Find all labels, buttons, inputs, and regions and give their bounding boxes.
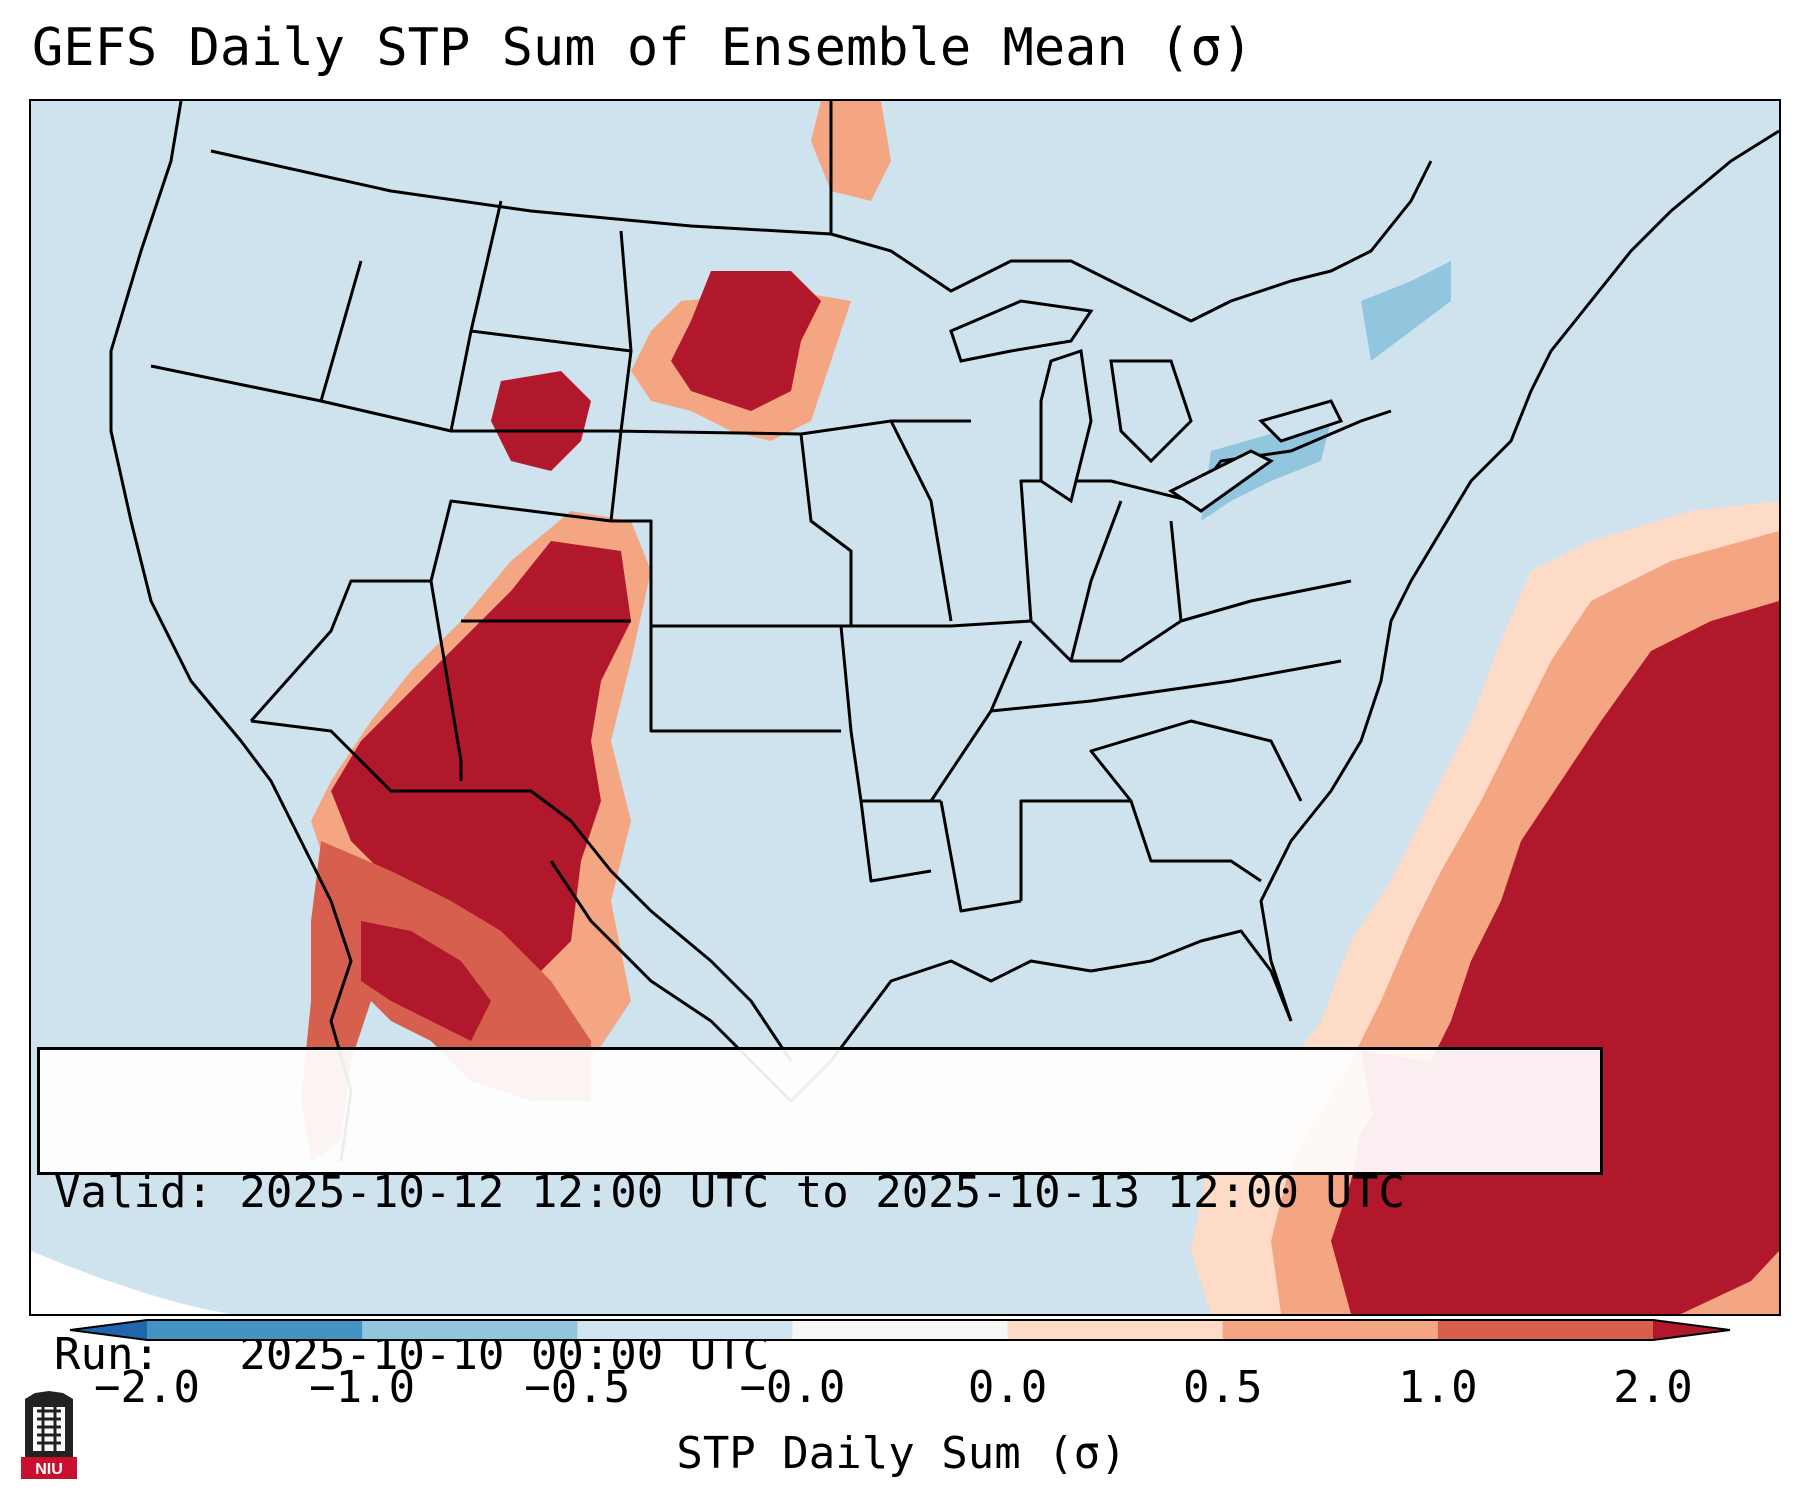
colorbar-label: STP Daily Sum (σ) xyxy=(676,1428,1127,1479)
valid-run-box: Valid: 2025-10-12 12:00 UTC to 2025-10-1… xyxy=(37,1047,1603,1380)
colorbar-tick-label: −0.0 xyxy=(739,1362,846,1413)
valid-time-text: Valid: 2025-10-12 12:00 UTC to 2025-10-1… xyxy=(54,1167,1406,1218)
colorbar xyxy=(70,1319,1730,1341)
colorbar-bin xyxy=(147,1320,363,1340)
region-greatlakes-negative xyxy=(1201,421,1331,521)
colorbar-outline xyxy=(70,1319,1730,1341)
us-canada-border xyxy=(210,101,833,236)
colorbar-tick-label: 0.5 xyxy=(1182,1362,1263,1413)
coastline-pacific xyxy=(109,101,353,1162)
colorbar-tick-label: 2.0 xyxy=(1613,1362,1693,1413)
colorbar-bin xyxy=(1222,1320,1439,1340)
coastline-atlantic xyxy=(1259,129,1779,1022)
colorbar-bin xyxy=(792,1320,1009,1340)
colorbar-tick-label: 1.0 xyxy=(1398,1362,1478,1413)
boundaries xyxy=(109,101,1779,1162)
lake-huron xyxy=(1109,359,1193,464)
region-northeast-negative xyxy=(1361,261,1451,361)
niu-logo: NIU xyxy=(21,1391,77,1479)
colorbar-bin xyxy=(1007,1320,1224,1340)
colorbar-bin xyxy=(1437,1320,1654,1340)
colorbar-tick-label: −0.5 xyxy=(524,1362,631,1413)
coastline-gulf xyxy=(549,860,1293,1103)
colorbar-bin xyxy=(362,1320,578,1340)
great-lakes xyxy=(949,299,1344,513)
colorbar-bin xyxy=(577,1320,793,1340)
colorbar-tick-label: −1.0 xyxy=(309,1362,416,1413)
svg-text:NIU: NIU xyxy=(35,1461,63,1478)
region-plains-high xyxy=(671,271,821,411)
map-title: GEFS Daily STP Sum of Ensemble Mean (σ) xyxy=(32,18,1253,78)
region-nw-mexico-core xyxy=(361,921,491,1041)
lake-superior xyxy=(949,299,1094,363)
lake-erie xyxy=(1168,449,1274,513)
colorbar-tick-label: −2.0 xyxy=(94,1362,200,1413)
colorbar-bin xyxy=(70,1320,147,1340)
lake-ontario xyxy=(1258,399,1344,443)
map-corner-white xyxy=(31,1251,231,1314)
region-wyoming-high xyxy=(491,371,591,471)
region-canada-halo xyxy=(811,101,891,201)
colorbar-bin xyxy=(1653,1320,1730,1340)
colorbar-tick-label: 0.0 xyxy=(967,1362,1048,1413)
lake-michigan xyxy=(1039,349,1093,504)
us-canada-border-east xyxy=(830,160,1433,323)
us-mexico-border xyxy=(250,719,793,1062)
state-lines xyxy=(150,200,1392,913)
